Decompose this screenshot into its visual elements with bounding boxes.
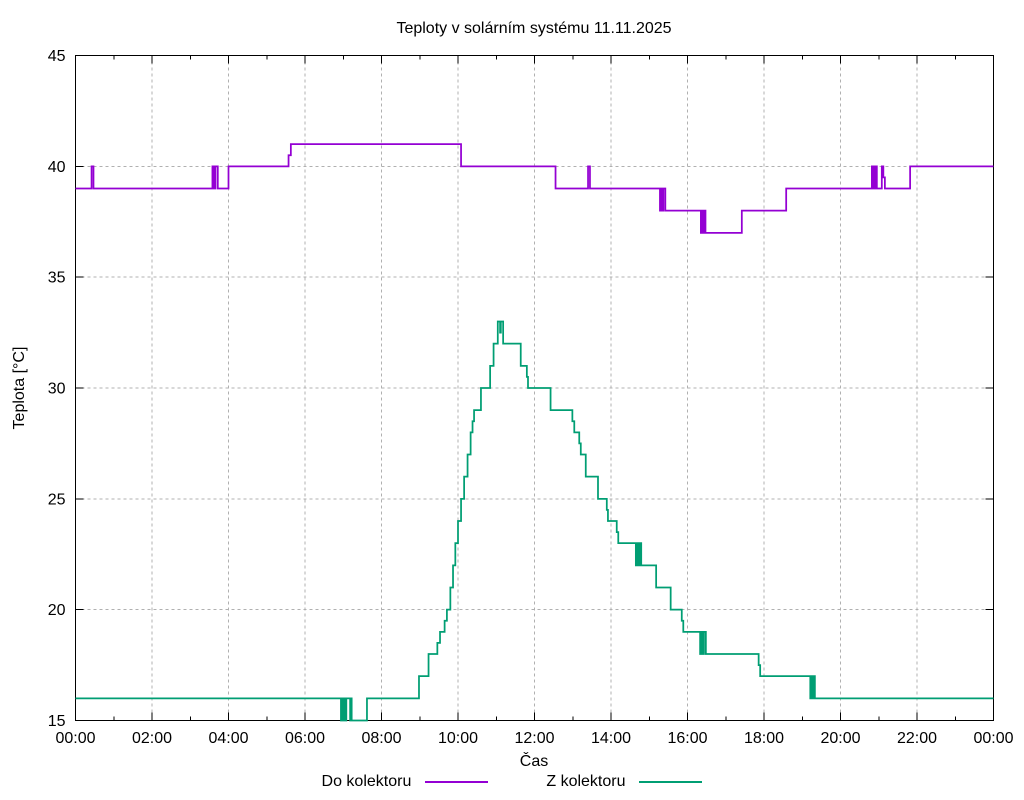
svg-text:00:00: 00:00 xyxy=(55,730,95,747)
svg-text:10:00: 10:00 xyxy=(438,730,478,747)
svg-text:30: 30 xyxy=(48,381,66,398)
x-axis-label: Čas xyxy=(519,753,549,770)
svg-text:16:00: 16:00 xyxy=(667,730,707,747)
svg-text:20:00: 20:00 xyxy=(820,730,860,747)
legend-line-sample-do-kolektoru xyxy=(425,781,489,783)
svg-text:20: 20 xyxy=(48,602,66,619)
svg-text:22:00: 22:00 xyxy=(897,730,937,747)
svg-text:14:00: 14:00 xyxy=(591,730,631,747)
y-axis-label: Teplota [°C] xyxy=(11,346,28,430)
svg-text:25: 25 xyxy=(48,491,66,508)
legend-line-sample-z-kolektoru xyxy=(639,781,703,783)
svg-text:35: 35 xyxy=(48,270,66,287)
svg-text:15: 15 xyxy=(48,713,66,730)
svg-text:08:00: 08:00 xyxy=(361,730,401,747)
svg-text:45: 45 xyxy=(48,48,66,65)
svg-text:06:00: 06:00 xyxy=(285,730,325,747)
chart-title: Teploty v solárním systému 11.11.2025 xyxy=(396,20,672,37)
svg-text:04:00: 04:00 xyxy=(208,730,248,747)
svg-text:40: 40 xyxy=(48,159,66,176)
svg-text:00:00: 00:00 xyxy=(973,730,1013,747)
legend-item-do-kolektoru: Do kolektoru xyxy=(322,773,489,791)
svg-text:18:00: 18:00 xyxy=(744,730,784,747)
legend-label-z-kolektoru: Z kolektoru xyxy=(546,773,626,790)
legend: Do kolektoru Z kolektoru xyxy=(0,773,1024,791)
svg-text:12:00: 12:00 xyxy=(514,730,554,747)
legend-item-z-kolektoru: Z kolektoru xyxy=(546,773,703,791)
svg-text:02:00: 02:00 xyxy=(132,730,172,747)
legend-label-do-kolektoru: Do kolektoru xyxy=(321,773,412,790)
